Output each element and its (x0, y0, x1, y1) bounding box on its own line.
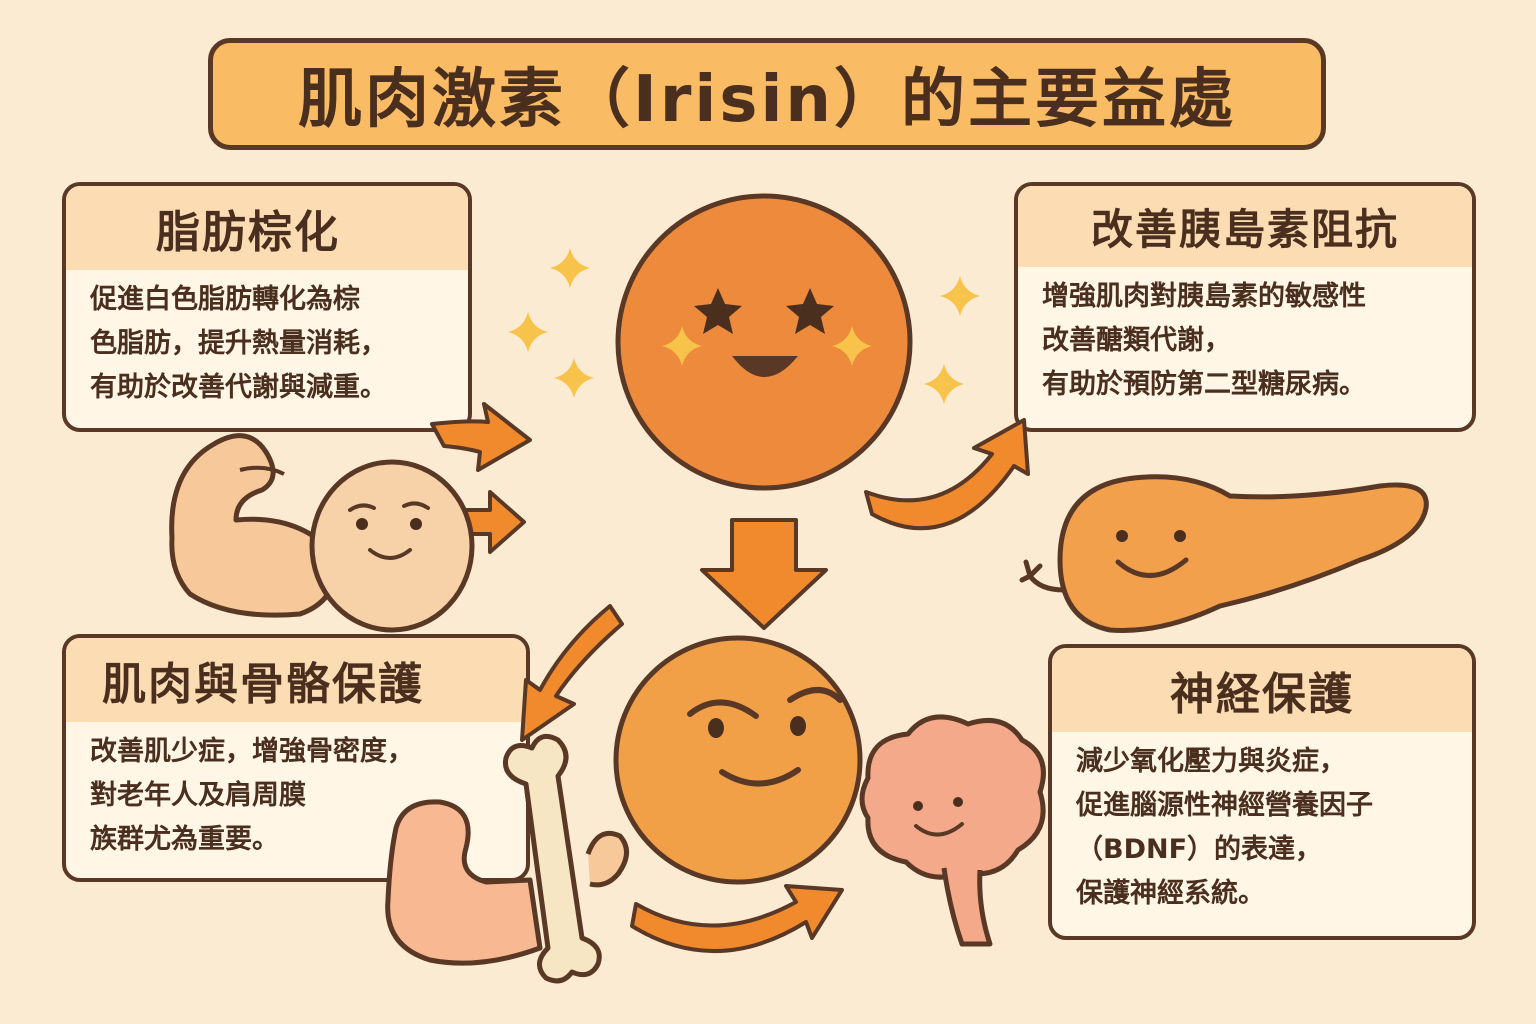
arrow-icon (700, 518, 828, 630)
card-body: 增強肌肉對胰島素的敏感性 改善醣類代謝， 有助於預防第二型糖尿病。 (1042, 281, 1366, 400)
card-insulin-resistance: 改善胰島素阻抗 增強肌肉對胰島素的敏感性 改善醣類代謝， 有助於預防第二型糖尿病… (1014, 182, 1476, 432)
bone-icon (502, 733, 602, 984)
card-muscle-bone: 肌肉與骨骼保護 改善肌少症，增強骨密度， 對老年人及肩周膜 族群尤為重要。 (62, 634, 530, 882)
card-heading: 改善胰島素阻抗 (1018, 186, 1472, 267)
pancreas-icon (1019, 474, 1429, 633)
card-heading: 肌肉與骨骼保護 (66, 638, 526, 722)
card-body: 促進白色脂肪轉化為棕 色脂肪，提升熱量消耗， 有助於改善代謝與減重。 (90, 284, 387, 403)
muscle-arm-icon (169, 433, 475, 633)
arrow-icon (520, 604, 624, 742)
card-heading: 脂肪棕化 (66, 186, 468, 270)
muscle-arm-icon (385, 799, 629, 966)
card-neuroprotection: 神経保護 減少氧化壓力與炎症， 促進腦源性神經營養因子 （BDNF）的表達， 保… (1048, 644, 1476, 940)
card-body: 改善肌少症，增強骨密度， 對老年人及肩周膜 族群尤為重要。 (90, 736, 414, 855)
card-heading: 神経保護 (1052, 648, 1472, 732)
page-title: 肌肉激素（Irisin）的主要益處 (298, 63, 1236, 137)
card-fat-browning: 脂肪棕化 促進白色脂肪轉化為棕 色脂肪，提升熱量消耗， 有助於改善代謝與減重。 (62, 182, 472, 432)
title-banner: 肌肉激素（Irisin）的主要益處 (208, 38, 1326, 150)
arrow-icon (864, 418, 1030, 531)
irisin-face-icon (615, 193, 913, 491)
arrow-icon (630, 884, 844, 953)
card-body: 減少氧化壓力與炎症， 促進腦源性神經營養因子 （BDNF）的表達， 保護神經系統… (1076, 746, 1373, 909)
face-icon (613, 635, 863, 885)
brain-icon (859, 714, 1046, 947)
